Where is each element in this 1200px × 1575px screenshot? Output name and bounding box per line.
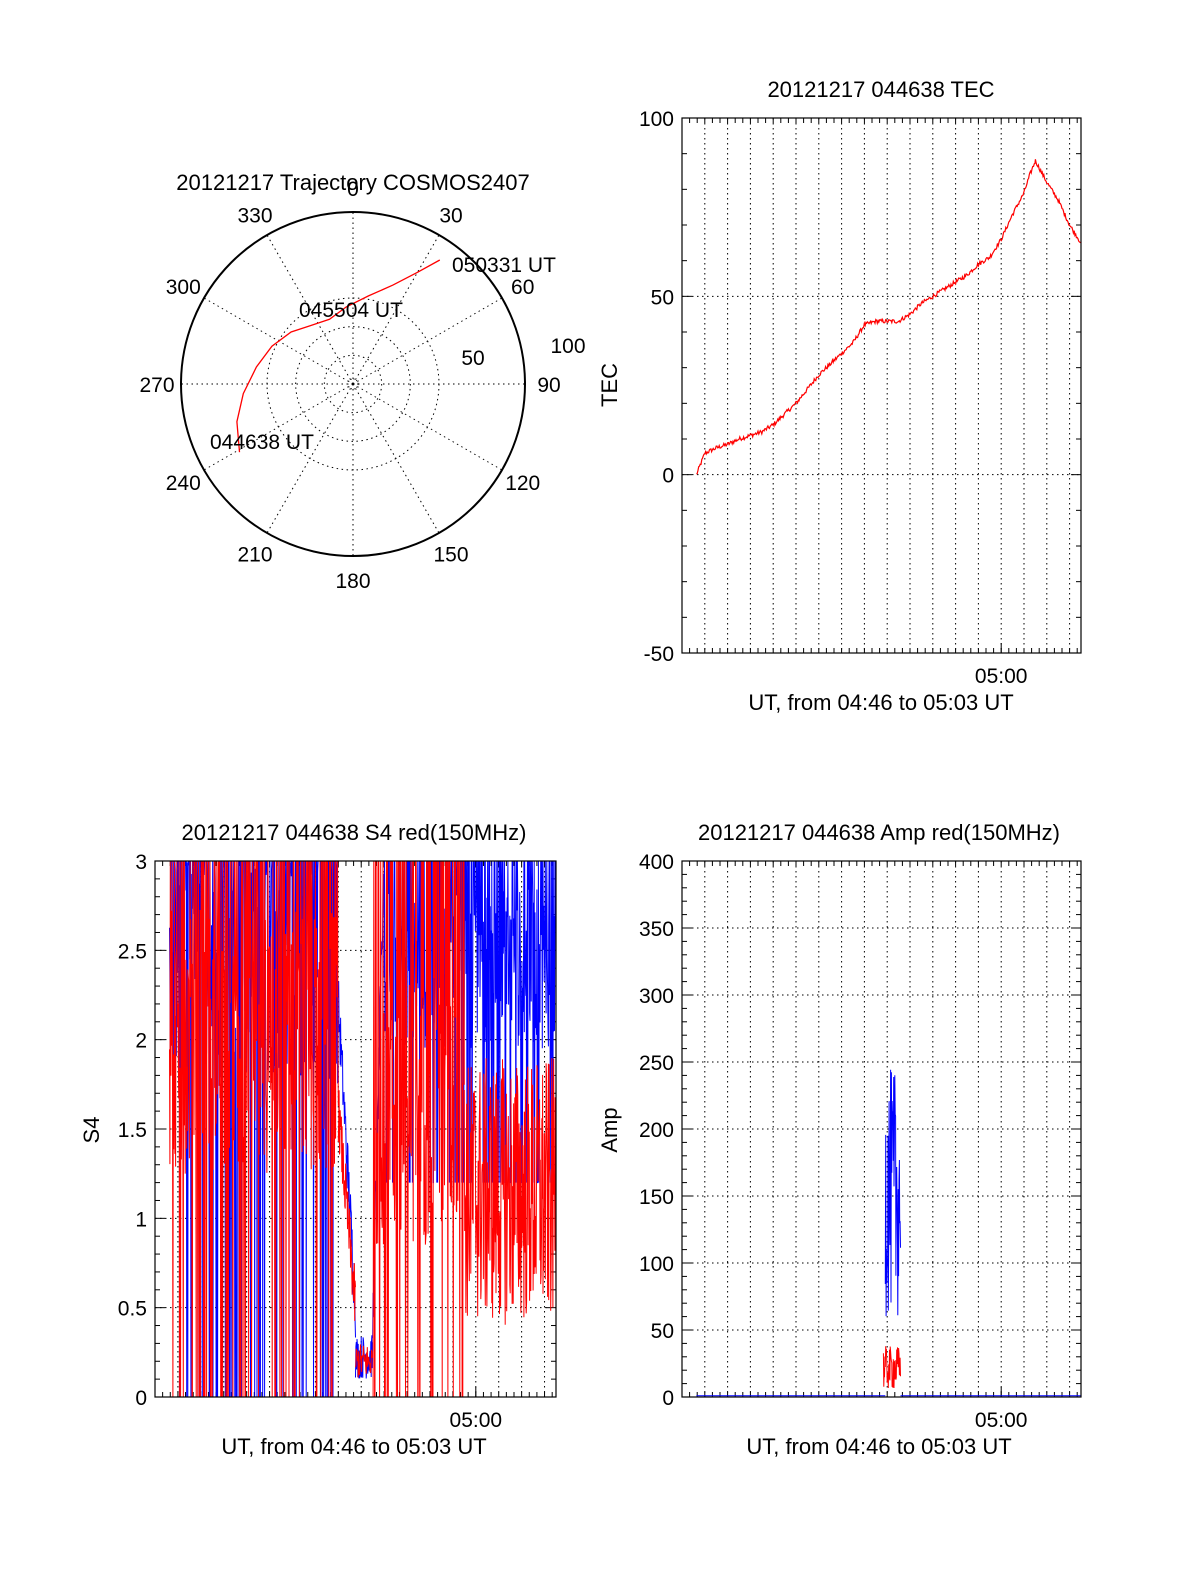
polar-title: 20121217 Trajectory COSMOS2407 <box>176 170 529 195</box>
polar-azimuth-label: 90 <box>537 374 560 397</box>
x-tick-label: 05:00 <box>450 1409 503 1432</box>
y-tick-label: 3 <box>135 851 147 874</box>
y-tick-label: 2.5 <box>118 940 147 963</box>
amp-grid <box>681 861 1081 1397</box>
series-line-segment <box>355 1344 374 1378</box>
amp-xlabel: UT, from 04:46 to 05:03 UT <box>746 1434 1011 1459</box>
y-tick-label: 300 <box>639 985 674 1008</box>
polar-spoke <box>352 297 503 385</box>
y-tick-label: 0 <box>662 465 674 488</box>
polar-range-ring <box>323 354 383 414</box>
y-tick-label: 200 <box>639 1119 674 1142</box>
polar-spoke <box>352 234 440 385</box>
s4-xlabel: UT, from 04:46 to 05:03 UT <box>221 1434 486 1459</box>
polar-outer-circle <box>180 211 526 557</box>
polar-spoke <box>352 383 503 471</box>
polar-azimuth-label: 330 <box>237 204 272 227</box>
annotation-mid-time: 045504 UT <box>299 299 403 322</box>
tec-xlabel: UT, from 04:46 to 05:03 UT <box>748 690 1013 715</box>
y-tick-label: 150 <box>639 1186 674 1209</box>
polar-azimuth-label: 210 <box>237 544 272 567</box>
s4-series <box>169 860 557 1398</box>
y-tick-label: 50 <box>651 286 674 309</box>
tec-plot-frame <box>681 117 1082 654</box>
tec-chart: 20121217 044638 TEC -50 0 50 100 05:00 UT, f… <box>597 77 1082 715</box>
amp-chart: 20121217 044638 Amp red(150MHz) 0 50 100 15… <box>597 820 1082 1459</box>
s4-grid <box>154 861 556 1397</box>
y-tick-label: 0.5 <box>118 1298 147 1321</box>
tec-series <box>696 159 1082 475</box>
y-tick-label: -50 <box>644 643 674 666</box>
polar-azimuth-label: 120 <box>505 472 540 495</box>
annotation-start-time: 044638 UT <box>210 431 314 454</box>
polar-azimuth-label: 30 <box>439 204 462 227</box>
tec-ylabel: TEC <box>597 363 622 407</box>
series-line-segment <box>372 860 465 1398</box>
tec-series-line <box>696 159 1082 475</box>
amp-axis-ticks: 0 50 100 150 200 250 300 350 400 05:00 <box>639 851 1081 1432</box>
polar-azimuth-label: 60 <box>511 276 534 299</box>
y-tick-label: 100 <box>639 108 674 131</box>
amp-plot-frame <box>681 860 1082 1398</box>
series-line-segment <box>463 1058 557 1325</box>
series-line-segment <box>884 1069 901 1317</box>
tec-axis-ticks: -50 0 50 100 05:00 <box>639 108 1081 688</box>
polar-azimuth-label: 240 <box>166 472 201 495</box>
y-tick-label: 400 <box>639 851 674 874</box>
y-tick-label: 250 <box>639 1052 674 1075</box>
polar-spoke <box>203 383 354 471</box>
polar-time-annotations: 044638 UT 045504 UT 050331 UT <box>210 254 556 454</box>
series-line-segment <box>882 1346 901 1389</box>
polar-trajectory-chart: 20121217 Trajectory COSMOS2407 0 30 60 90 12… <box>139 170 585 593</box>
s4-ylabel: S4 <box>79 1117 104 1144</box>
x-tick-label: 05:00 <box>975 1409 1028 1432</box>
tec-title: 20121217 044638 TEC <box>767 77 994 102</box>
polar-radial-labels: 50 100 <box>461 335 585 370</box>
polar-trajectory-line <box>236 259 441 453</box>
series-line-segment <box>337 1090 356 1321</box>
amp-title: 20121217 044638 Amp red(150MHz) <box>698 820 1060 845</box>
polar-spoke <box>266 383 354 534</box>
amp-series <box>696 1069 1081 1397</box>
polar-spoke <box>266 234 354 385</box>
polar-azimuth-labels: 0 30 60 90 120 150 180 210 240 270 300 330 <box>139 178 560 593</box>
y-tick-label: 50 <box>651 1320 674 1343</box>
s4-plot-frame <box>154 860 557 1398</box>
s4-chart: 20121217 044638 S4 red(150MHz) 0 0.5 1 1.5 2… <box>79 820 557 1459</box>
polar-radial-label-100: 100 <box>550 335 585 358</box>
y-tick-label: 1 <box>135 1208 147 1231</box>
polar-grid <box>180 211 526 557</box>
y-tick-label: 1.5 <box>118 1119 147 1142</box>
s4-title: 20121217 044638 S4 red(150MHz) <box>182 820 527 845</box>
polar-spoke <box>352 383 440 534</box>
polar-azimuth-label: 270 <box>139 374 174 397</box>
polar-azimuth-label: 180 <box>335 570 370 593</box>
y-tick-label: 0 <box>662 1387 674 1410</box>
amp-ylabel: Amp <box>597 1107 622 1152</box>
x-tick-label: 05:00 <box>975 665 1028 688</box>
polar-azimuth-label: 300 <box>166 276 201 299</box>
y-tick-label: 350 <box>639 918 674 941</box>
y-tick-label: 2 <box>135 1030 147 1053</box>
y-tick-label: 100 <box>639 1253 674 1276</box>
polar-trajectory-series <box>236 259 441 453</box>
annotation-end-time: 050331 UT <box>452 254 556 277</box>
y-tick-label: 0 <box>135 1387 147 1410</box>
polar-azimuth-label: 150 <box>433 544 468 567</box>
polar-radial-label-50: 50 <box>461 347 484 370</box>
series-line-segment <box>169 860 339 1398</box>
polar-azimuth-label: 0 <box>347 178 359 201</box>
